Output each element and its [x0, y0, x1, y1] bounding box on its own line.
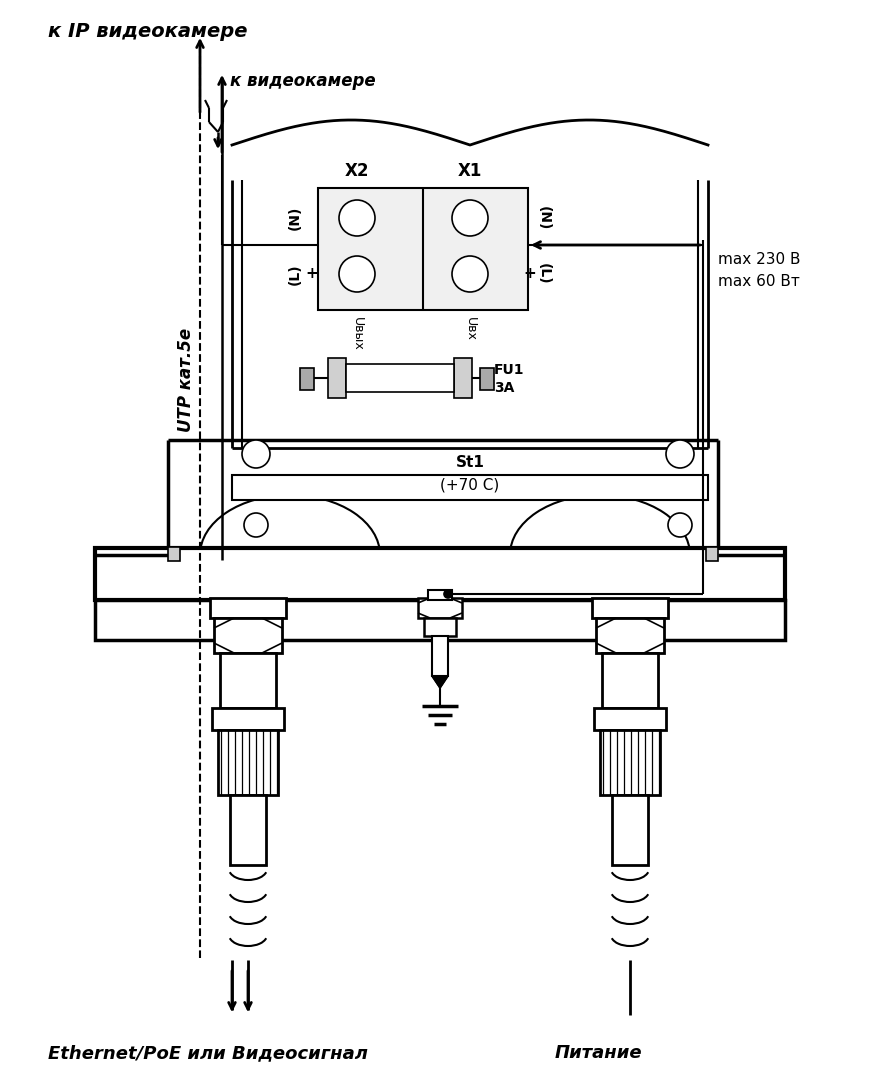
- Text: +: +: [306, 267, 318, 282]
- Text: max 60 Вт: max 60 Вт: [717, 274, 799, 289]
- Circle shape: [339, 200, 375, 237]
- Bar: [212, 708, 284, 730]
- Bar: [95, 600, 784, 640]
- Bar: [591, 598, 667, 618]
- Text: к IP видеокамере: к IP видеокамере: [48, 22, 248, 41]
- Circle shape: [443, 590, 451, 598]
- Text: Uвх: Uвх: [463, 318, 476, 341]
- Circle shape: [667, 513, 691, 537]
- Bar: [431, 636, 448, 676]
- Bar: [218, 730, 277, 795]
- Bar: [479, 368, 493, 390]
- Text: (+70 C): (+70 C): [440, 477, 499, 492]
- Bar: [299, 368, 313, 390]
- Text: X2: X2: [344, 162, 369, 180]
- Circle shape: [241, 440, 270, 468]
- Text: Ethernet/PoE или Видеосигнал: Ethernet/PoE или Видеосигнал: [48, 1044, 368, 1062]
- Bar: [318, 188, 528, 310]
- Text: Питание: Питание: [554, 1044, 642, 1062]
- Bar: [601, 653, 658, 708]
- Text: FU1: FU1: [493, 363, 524, 377]
- Bar: [213, 618, 282, 653]
- Bar: [595, 618, 663, 653]
- Text: 3A: 3A: [493, 381, 514, 395]
- Bar: [220, 653, 276, 708]
- Text: (N): (N): [288, 206, 302, 230]
- Bar: [611, 795, 647, 865]
- Text: +: +: [523, 267, 536, 282]
- Text: (L): (L): [536, 264, 551, 285]
- Text: Uвых: Uвых: [350, 318, 363, 351]
- Circle shape: [244, 513, 268, 537]
- Bar: [232, 475, 707, 500]
- Bar: [168, 546, 180, 561]
- Bar: [423, 618, 456, 636]
- Bar: [327, 357, 346, 399]
- Bar: [705, 546, 717, 561]
- Text: max 230 В: max 230 В: [717, 253, 800, 268]
- Polygon shape: [431, 676, 448, 688]
- Circle shape: [451, 256, 487, 292]
- Bar: [346, 364, 453, 392]
- Circle shape: [451, 200, 487, 237]
- Bar: [594, 708, 666, 730]
- Text: X1: X1: [457, 162, 482, 180]
- Circle shape: [666, 440, 694, 468]
- Bar: [210, 598, 285, 618]
- Text: (L): (L): [288, 264, 302, 285]
- Text: к видеокамере: к видеокамере: [230, 72, 375, 90]
- Text: (N): (N): [536, 206, 551, 230]
- Bar: [600, 730, 659, 795]
- Bar: [453, 357, 471, 399]
- Bar: [418, 598, 462, 618]
- Bar: [230, 795, 266, 865]
- Bar: [95, 548, 784, 600]
- Text: St1: St1: [455, 455, 484, 470]
- Bar: [428, 590, 451, 600]
- Circle shape: [339, 256, 375, 292]
- Text: UTP кат.5e: UTP кат.5e: [176, 328, 195, 432]
